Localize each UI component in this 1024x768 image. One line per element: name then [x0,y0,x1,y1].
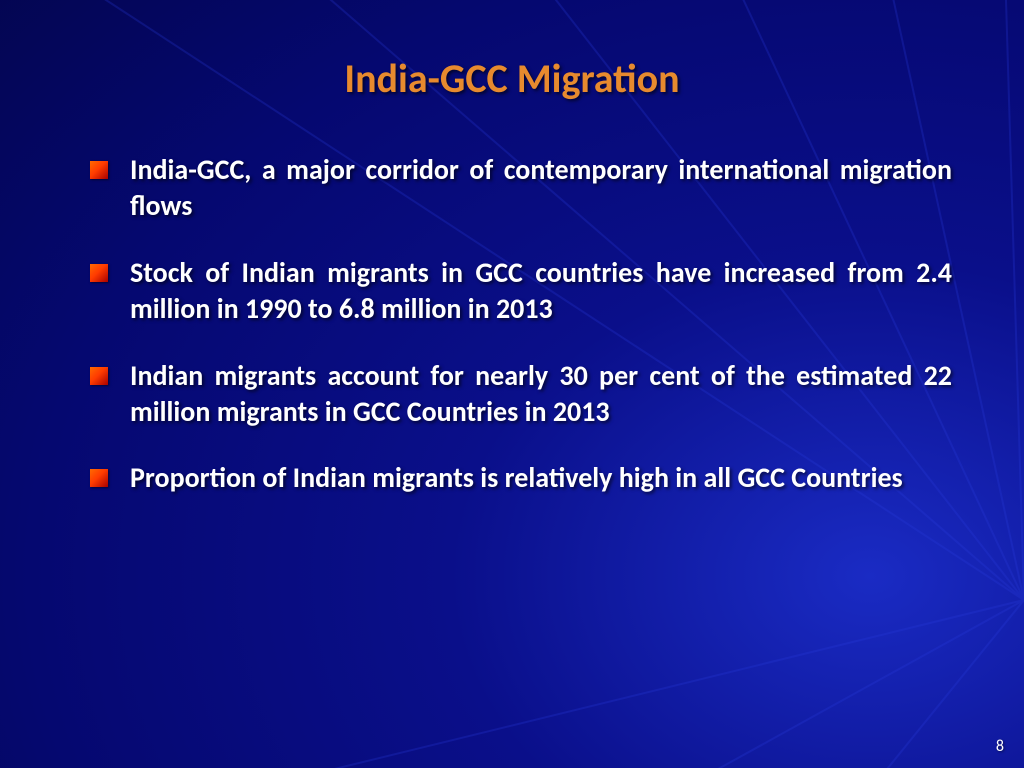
bullet-item: Indian migrants account for nearly 30 pe… [90,358,952,431]
bullet-item: India-GCC, a major corridor of contempor… [90,152,952,225]
slide: India-GCC Migration India-GCC, a major c… [0,0,1024,768]
bullet-list-container: India-GCC, a major corridor of contempor… [90,152,952,527]
bullet-item: Stock of Indian migrants in GCC countrie… [90,255,952,328]
bullet-item: Proportion of Indian migrants is relativ… [90,460,952,496]
bullet-list: India-GCC, a major corridor of contempor… [90,152,952,497]
slide-title: India-GCC Migration [0,54,1024,103]
page-number: 8 [996,737,1004,756]
